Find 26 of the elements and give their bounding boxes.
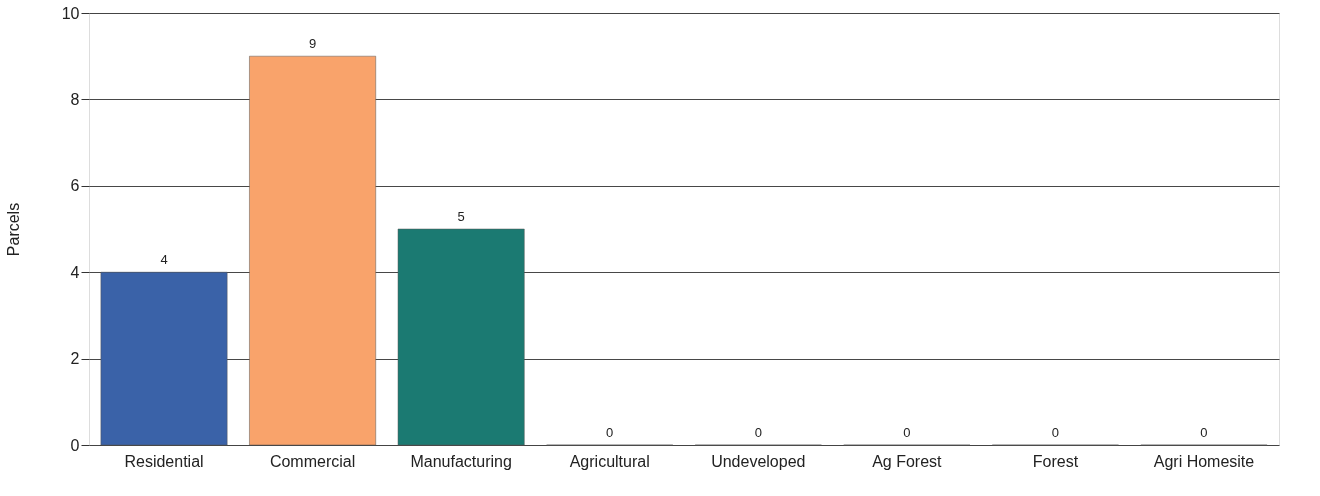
y-tick-label: 2 <box>70 350 80 368</box>
y-tick-label: 6 <box>70 177 80 195</box>
data-label: 0 <box>903 425 911 440</box>
x-tick-label: Undeveloped <box>711 452 806 470</box>
x-tick-label: Agricultural <box>569 452 650 470</box>
x-tick-label: Agri Homesite <box>1153 452 1255 470</box>
data-label: 0 <box>1051 425 1060 440</box>
x-tick-label: Commercial <box>269 452 356 470</box>
x-tick-label: Forest <box>1032 452 1079 470</box>
y-tick-label: 4 <box>70 263 80 281</box>
data-label: 0 <box>1200 425 1208 440</box>
data-label: 4 <box>160 252 168 268</box>
data-label: 5 <box>457 209 465 224</box>
x-tick-label: Ag Forest <box>872 452 943 470</box>
data-label: 9 <box>308 36 317 52</box>
data-label: 0 <box>606 425 614 440</box>
bar <box>249 55 376 446</box>
x-tick-label: Manufacturing <box>410 452 512 470</box>
data-label: 0 <box>754 425 762 440</box>
y-tick-label: 8 <box>70 90 80 108</box>
bar <box>397 228 525 446</box>
x-tick-label: Residential <box>124 452 204 470</box>
y-tick-label: 10 <box>61 4 80 22</box>
y-axis-title: Parcels <box>4 202 22 257</box>
y-tick-label: 0 <box>70 436 80 454</box>
bar <box>100 271 228 446</box>
